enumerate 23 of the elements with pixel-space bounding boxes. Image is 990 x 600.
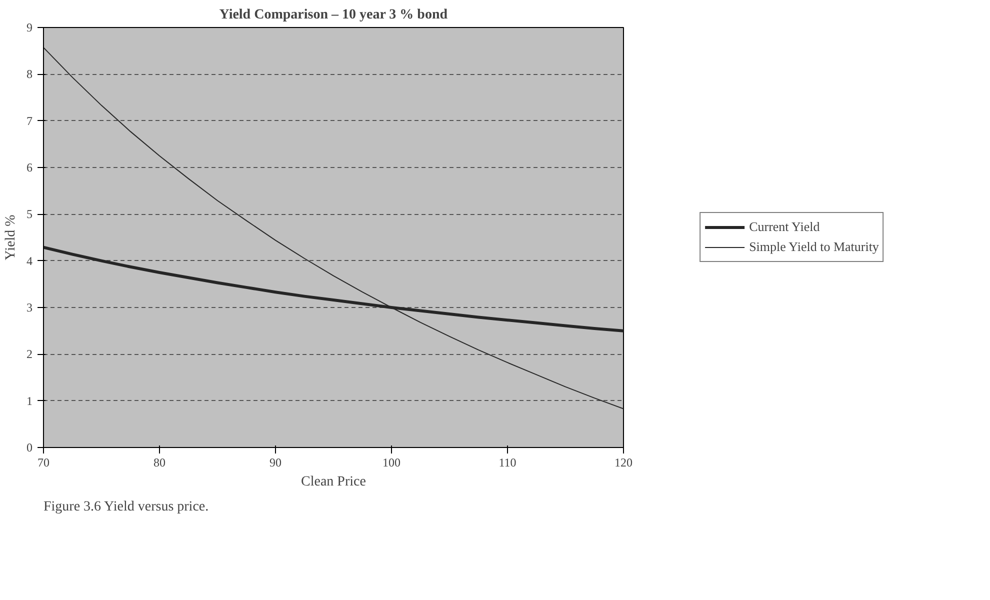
y-tick-label: 5: [26, 207, 32, 222]
x-tick-label: 100: [382, 456, 400, 470]
y-tick-label: 8: [26, 67, 32, 82]
x-tick-label: 80: [154, 456, 166, 470]
y-tick-label: 4: [26, 254, 32, 268]
x-tick-label: 120: [614, 456, 632, 470]
y-tick-label: 3: [26, 300, 32, 314]
x-tick-label: 90: [270, 456, 282, 470]
caption: Figure 3.6 Yield versus price.: [44, 500, 209, 514]
y-tick-label: 9: [26, 20, 32, 34]
y-tick-label: 0: [26, 440, 32, 454]
y-tick-label: 7: [26, 114, 32, 128]
y-axis-title: Yield %: [4, 214, 18, 260]
y-tick-label: 6: [26, 160, 32, 174]
y-tick-label: 1: [26, 394, 32, 408]
x-axis-title: Clean Price: [301, 474, 366, 490]
x-tick-label: 70: [38, 456, 50, 470]
chart-title: Yield Comparison – 10 year 3 % bond: [219, 8, 448, 22]
legend-label: Simple Yield to Maturity: [749, 239, 879, 255]
x-tick-label: 110: [498, 456, 516, 470]
legend-label: Current Yield: [749, 219, 820, 235]
y-tick-label: 2: [26, 347, 32, 362]
line-series: [44, 47, 624, 410]
